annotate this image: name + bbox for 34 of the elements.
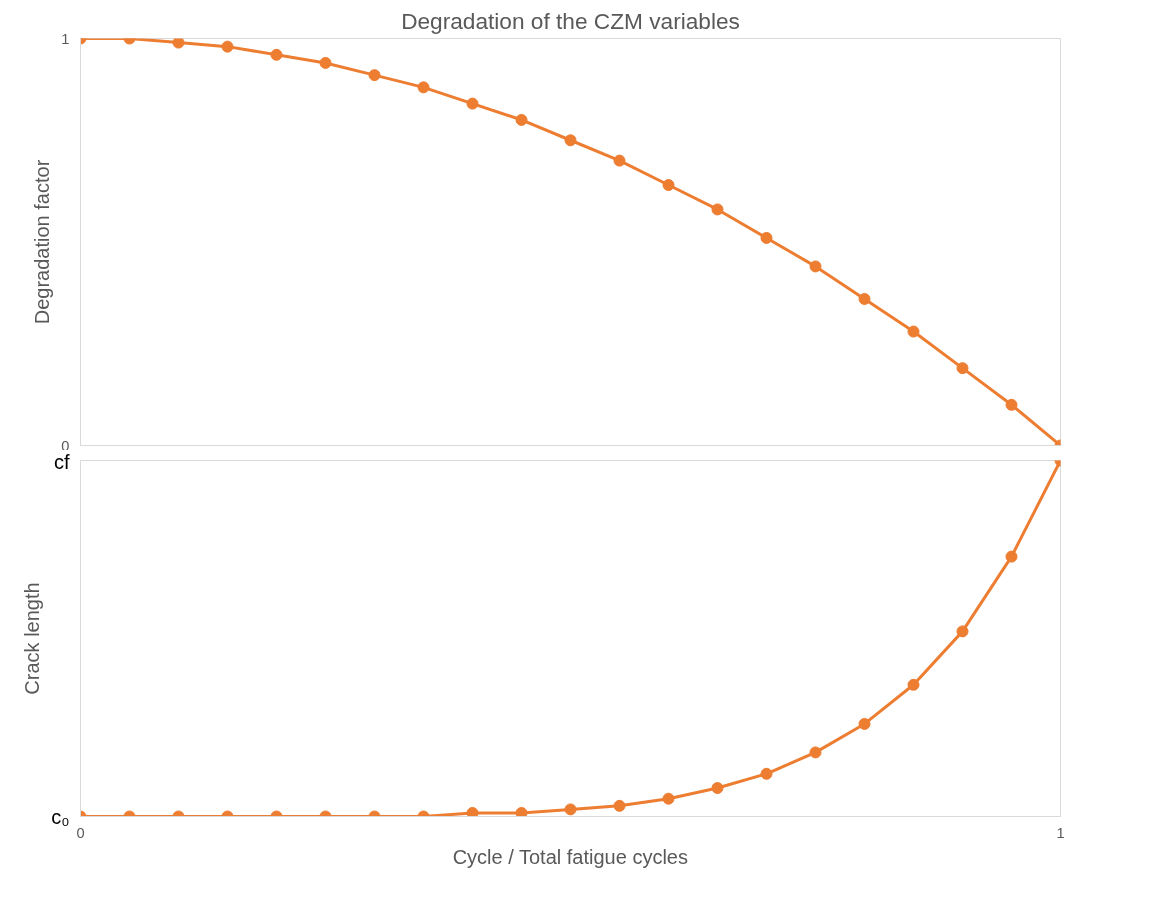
point	[956, 625, 969, 638]
point	[221, 40, 234, 53]
point	[711, 203, 724, 216]
point	[907, 678, 920, 691]
text: cf	[53, 450, 70, 473]
y-axis-title: Degradation factor	[31, 159, 54, 325]
point	[662, 792, 675, 805]
x-axis-title: Cycle / Total fatigue cycles	[452, 845, 688, 868]
point	[417, 81, 430, 94]
point	[907, 325, 920, 338]
point	[613, 799, 626, 812]
point	[858, 292, 871, 305]
point	[515, 806, 528, 817]
point	[956, 362, 969, 375]
point	[319, 56, 332, 69]
point	[270, 48, 283, 61]
point	[662, 179, 675, 192]
point	[760, 767, 773, 780]
point	[809, 746, 822, 759]
text: c₀	[51, 805, 70, 828]
point	[809, 260, 822, 273]
chart-title: Degradation of the CZM variables	[401, 7, 740, 34]
point	[1005, 550, 1018, 563]
point	[1005, 398, 1018, 411]
point	[466, 806, 479, 817]
point	[515, 113, 528, 126]
point	[172, 38, 185, 49]
point	[368, 69, 381, 82]
point	[760, 231, 773, 244]
point	[858, 717, 871, 730]
point	[466, 97, 479, 110]
point	[564, 134, 577, 147]
y-axis-title: Crack length	[21, 582, 44, 695]
point	[613, 154, 626, 167]
